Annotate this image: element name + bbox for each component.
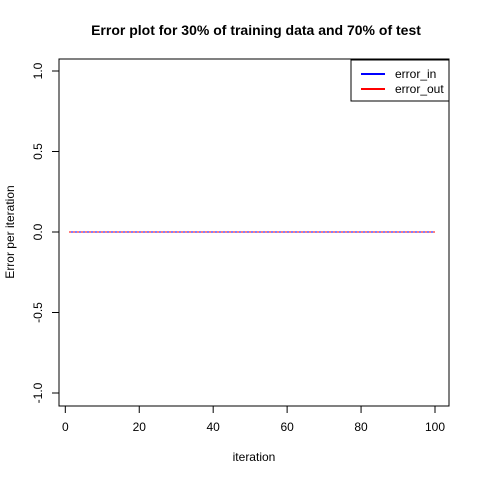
y-tick-label: -0.5 (31, 302, 45, 323)
y-axis: -1.0 -0.5 0.0 0.5 1.0 (31, 62, 59, 403)
x-axis: 0 20 40 60 80 100 (62, 406, 445, 434)
y-tick-label: -1.0 (31, 382, 45, 403)
chart-title: Error plot for 30% of training data and … (91, 22, 421, 38)
x-tick-label: 60 (280, 420, 294, 434)
y-tick-label: 0.5 (31, 143, 45, 160)
x-axis-label: iteration (233, 450, 276, 464)
legend-label-error_out: error_out (395, 82, 444, 96)
y-tick-label: 1.0 (31, 62, 45, 79)
y-tick-label: 0.0 (31, 223, 45, 240)
legend-label-error_in: error_in (395, 67, 436, 81)
x-tick-label: 0 (62, 420, 69, 434)
x-tick-label: 20 (133, 420, 147, 434)
x-tick-label: 40 (207, 420, 221, 434)
x-tick-label: 100 (425, 420, 445, 434)
x-tick-label: 80 (354, 420, 368, 434)
y-axis-label: Error per iteration (3, 185, 17, 278)
